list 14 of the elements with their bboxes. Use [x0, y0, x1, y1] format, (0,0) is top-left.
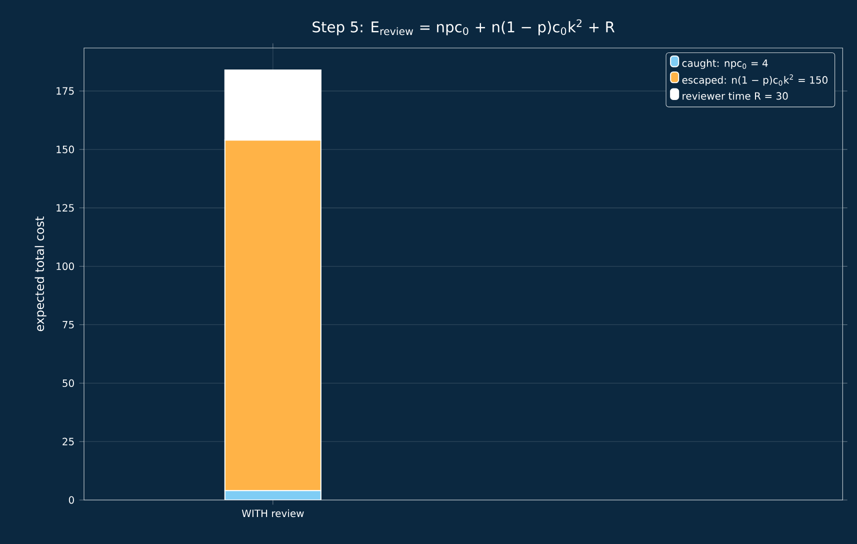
legend-label: reviewer time R = 30: [682, 92, 788, 100]
y-axis-title: expected total cost: [34, 216, 46, 332]
x-tick-label: WITH review: [242, 509, 304, 518]
y-tick-label: 100: [56, 262, 74, 270]
legend-label: escaped: n(1 − p)c$_{0}$k$^{2}$ = 150: [682, 74, 828, 86]
y-tick-label: 50: [62, 379, 74, 387]
y-tick-label: 0: [68, 496, 74, 504]
y-tick-label: 150: [56, 146, 74, 154]
y-tick-label: 75: [62, 321, 74, 328]
y-tick-label: 175: [56, 87, 74, 95]
chart-title: Step 5: E$_{review}$ = npc$_{0}$ + n(1 − p)c$_{0}$k$^{2}$ + R: [312, 19, 615, 36]
legend-label: caught: npc$_{0}$ = 4: [682, 59, 768, 69]
y-tick-label: 25: [62, 438, 74, 446]
y-tick-label: 125: [56, 204, 74, 212]
